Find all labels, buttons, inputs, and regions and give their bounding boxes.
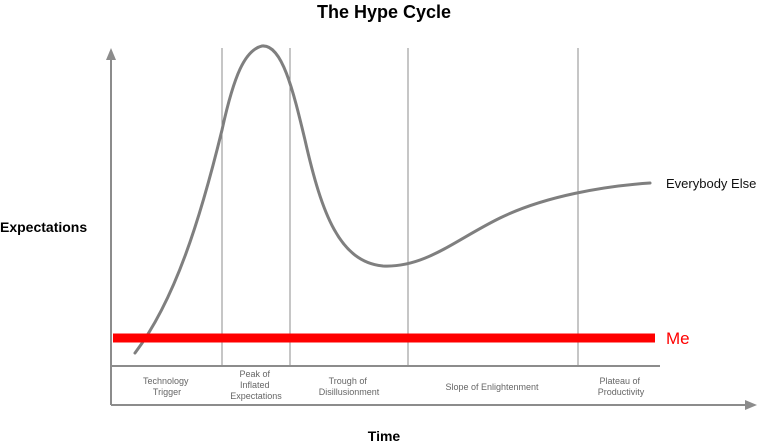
y-axis-arrow [106,48,116,60]
phase-label-line: Plateau of [599,376,640,386]
series-label-me: Me [666,329,690,348]
phase-label-plateau: Plateau of Productivity [598,376,645,397]
phase-label-line: Disillusionment [319,387,380,397]
y-axis-label: Expectations [0,219,87,235]
phase-label-slope: Slope of Enlightenment [445,382,539,392]
phase-label-line: Trigger [153,387,181,397]
phase-dividers [221,48,579,366]
phase-label-line: Expectations [230,391,282,401]
phase-label-line: Slope of Enlightenment [445,382,539,392]
phase-label-line: Trough of [329,376,368,386]
phase-label-peak: Peak of Inflated Expectations [230,369,282,401]
axes [106,48,757,410]
hype-curve [133,44,652,355]
diagram-title: The Hype Cycle [317,2,451,22]
phase-label-line: Technology [143,376,189,386]
x-axis-arrow [745,400,757,410]
phase-label-technology-trigger: Technology Trigger [143,376,191,397]
phase-label-line: Productivity [598,387,645,397]
phase-label-trough: Trough of Disillusionment [319,376,380,397]
phase-labels: Technology Trigger Peak of Inflated Expe… [143,369,645,401]
series-label-everybody-else: Everybody Else [666,176,756,191]
x-axis-label: Time [368,428,401,443]
phase-label-line: Peak of [239,369,270,379]
phase-label-line: Inflated [240,380,270,390]
